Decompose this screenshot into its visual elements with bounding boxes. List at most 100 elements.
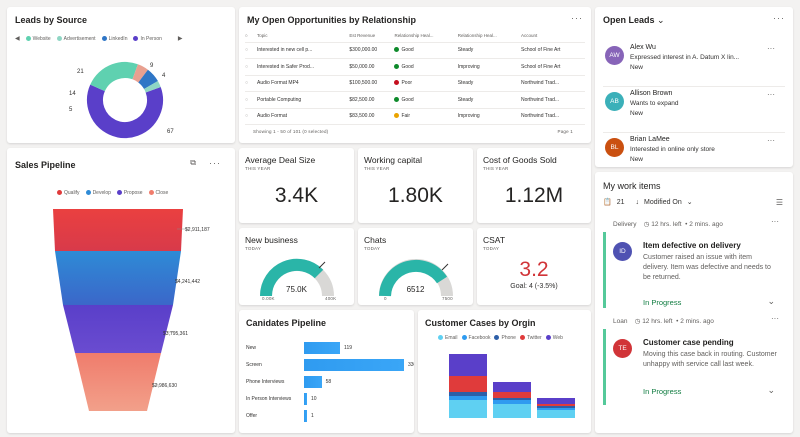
row-checkbox[interactable]: ○ bbox=[245, 91, 257, 109]
gauge-value: 75.0K bbox=[286, 285, 307, 294]
account-link[interactable]: School of Fine Art bbox=[520, 42, 585, 59]
candidate-row: New 119 bbox=[246, 342, 414, 354]
lead-status: New bbox=[630, 110, 644, 117]
expand-icon[interactable]: ⧉ bbox=[190, 158, 197, 167]
list-settings-icon[interactable]: ☰ bbox=[775, 198, 783, 207]
kpi-average-deal-size: Average Deal Size THIS YEAR 3.4K bbox=[239, 148, 354, 223]
col-trend[interactable]: Relationship Heal... bbox=[457, 30, 521, 43]
topic-link[interactable]: Interested in Safer Prod... bbox=[257, 58, 350, 76]
legend-prev-icon[interactable]: ◀ bbox=[15, 36, 20, 42]
lead-item[interactable]: AW Alex Wu Expressed interest in A. Datu… bbox=[605, 44, 775, 84]
cases-title: Customer Cases by Orgin bbox=[425, 318, 536, 328]
candidate-label: Offer bbox=[246, 413, 258, 419]
more-options-icon[interactable]: ··· bbox=[771, 314, 779, 323]
legend-propose: Propose bbox=[116, 190, 143, 196]
select-all-checkbox[interactable]: ○ bbox=[245, 30, 257, 43]
candidate-bar bbox=[304, 376, 322, 388]
col-account[interactable]: Account bbox=[520, 30, 585, 43]
row-checkbox[interactable]: ○ bbox=[245, 42, 257, 59]
health-dot-icon bbox=[394, 113, 400, 119]
work-item[interactable]: Delivery ◷ 12 hrs. left • 2 mins. ago ··… bbox=[603, 216, 781, 308]
account-link[interactable]: Northwind Trad... bbox=[520, 91, 585, 109]
funnel-chart: $2,911,187 $4,241,442 $3,795,361 $2,986,… bbox=[53, 209, 210, 411]
col-health[interactable]: Relationship Heal... bbox=[394, 30, 458, 43]
more-options-icon[interactable]: ··· bbox=[209, 158, 221, 168]
chevron-down-icon[interactable]: ⌄ bbox=[686, 199, 693, 206]
topic-link[interactable]: Audio Format MP4 bbox=[257, 75, 350, 92]
more-options-icon[interactable]: ··· bbox=[771, 217, 779, 226]
health-cell: Good bbox=[394, 42, 458, 59]
lead-text: Expressed interest in A. Datum X lin... bbox=[630, 54, 740, 61]
legend-next-icon[interactable]: ▶ bbox=[177, 36, 183, 42]
leads-donut-chart: 9 4 21 14 5 67 bbox=[69, 62, 174, 138]
lead-item[interactable]: AB Allison Brown Wants to expand New ··· bbox=[605, 90, 775, 130]
row-checkbox[interactable]: ○ bbox=[245, 108, 257, 125]
candidates-card: Canidates Pipeline New 119 Screen 330 Phon… bbox=[239, 310, 414, 433]
donut-label-14: 14 bbox=[69, 91, 76, 97]
account-link[interactable]: School of Fine Art bbox=[520, 58, 585, 76]
more-options-icon[interactable]: ··· bbox=[773, 13, 785, 23]
row-checkbox[interactable]: ○ bbox=[245, 58, 257, 76]
work-item-desc: Moving this case back in routing. Custom… bbox=[643, 351, 777, 368]
col-revenue[interactable]: Est Revenue bbox=[349, 30, 395, 43]
chevron-down-icon[interactable]: ⌄ bbox=[767, 385, 775, 395]
pipeline-legend: Qualify Develop Propose Close bbox=[57, 190, 168, 196]
candidates-title: Canidates Pipeline bbox=[246, 318, 327, 328]
funnel-value-propose: $3,795,361 bbox=[163, 331, 188, 337]
work-item-desc: Customer raised an issue with item deliv… bbox=[643, 254, 771, 281]
table-row[interactable]: ○ Audio Format MP4 $100,500.00 Poor Stea… bbox=[245, 75, 585, 92]
sort-field[interactable]: Modified On bbox=[644, 198, 682, 206]
candidate-bar bbox=[304, 342, 341, 354]
gauge-chart bbox=[259, 258, 334, 297]
account-link[interactable]: Northwind Trad... bbox=[520, 75, 585, 92]
kpi-title: Average Deal Size bbox=[245, 155, 316, 165]
more-options-icon[interactable]: ··· bbox=[767, 136, 775, 145]
cases-bar-3 bbox=[537, 398, 575, 418]
candidate-value: 330 bbox=[408, 362, 414, 368]
topic-link[interactable]: Portable Computing bbox=[257, 91, 350, 109]
topic-link[interactable]: Audio Format bbox=[257, 108, 350, 125]
table-row[interactable]: ○ Portable Computing $82,500.00 Good Ste… bbox=[245, 91, 585, 109]
sales-pipeline-title: Sales Pipeline bbox=[15, 160, 76, 170]
leads-legend: ◀ Website Advertisement LinkedIn In Pers… bbox=[15, 35, 183, 43]
candidate-value: 10 bbox=[311, 396, 317, 402]
table-page[interactable]: Page 1 bbox=[557, 129, 573, 134]
candidate-bar bbox=[304, 359, 404, 371]
work-item-meta: Loan ◷ 12 hrs. left • 2 mins. ago bbox=[613, 318, 714, 325]
csat-sub: TODAY bbox=[483, 246, 500, 251]
table-row[interactable]: ○ Audio Format $83,500.00 Fair Improving… bbox=[245, 108, 585, 125]
opportunities-table: ○ Topic Est Revenue Relationship Heal...… bbox=[245, 30, 585, 125]
lead-item[interactable]: BL Brian LaMee Interested in online only… bbox=[605, 136, 775, 167]
topic-link[interactable]: Interested in new cell p... bbox=[257, 42, 350, 59]
lead-status: New bbox=[630, 156, 644, 163]
work-item-status: In Progress bbox=[643, 387, 682, 396]
health-dot-icon bbox=[394, 47, 400, 53]
table-row[interactable]: ○ Interested in Safer Prod... $50,000.00… bbox=[245, 58, 585, 76]
funnel-propose bbox=[63, 305, 173, 353]
candidate-value: 58 bbox=[325, 379, 332, 385]
divider bbox=[603, 132, 785, 133]
more-options-icon[interactable]: ··· bbox=[571, 13, 583, 23]
candidate-value: 119 bbox=[344, 345, 353, 351]
cases-stacked-bar-chart bbox=[449, 354, 575, 418]
chevron-down-icon[interactable]: ⌄ bbox=[767, 296, 775, 306]
kpi-value: 1.80K bbox=[388, 184, 443, 207]
donut-label-67: 67 bbox=[167, 129, 174, 135]
kpi-sub: THIS YEAR bbox=[483, 166, 509, 171]
more-options-icon[interactable]: ··· bbox=[767, 44, 775, 53]
table-row[interactable]: ○ Interested in new cell p... $300,000.0… bbox=[245, 42, 585, 59]
trend-cell: Improving bbox=[457, 108, 521, 125]
row-checkbox[interactable]: ○ bbox=[245, 75, 257, 92]
account-link[interactable]: Northwind Trad... bbox=[520, 108, 585, 125]
more-options-icon[interactable]: ··· bbox=[767, 90, 775, 99]
legend-in-person: In Person bbox=[133, 36, 162, 42]
kpi-title: Working capital bbox=[364, 155, 422, 165]
work-item[interactable]: Loan ◷ 12 hrs. left • 2 mins. ago ··· TE… bbox=[603, 313, 781, 405]
lead-text: Wants to expand bbox=[630, 100, 679, 107]
cases-legend: Email Facebook Phone Twitter Web bbox=[438, 335, 563, 341]
legend-qualify: Qualify bbox=[57, 190, 80, 196]
col-topic[interactable]: Topic bbox=[257, 30, 350, 43]
sort-arrow-icon[interactable]: ↓ bbox=[635, 198, 640, 206]
candidate-row: Phone Interviews 58 bbox=[246, 376, 414, 388]
open-leads-title[interactable]: Open Leads ⌄ bbox=[603, 15, 665, 25]
